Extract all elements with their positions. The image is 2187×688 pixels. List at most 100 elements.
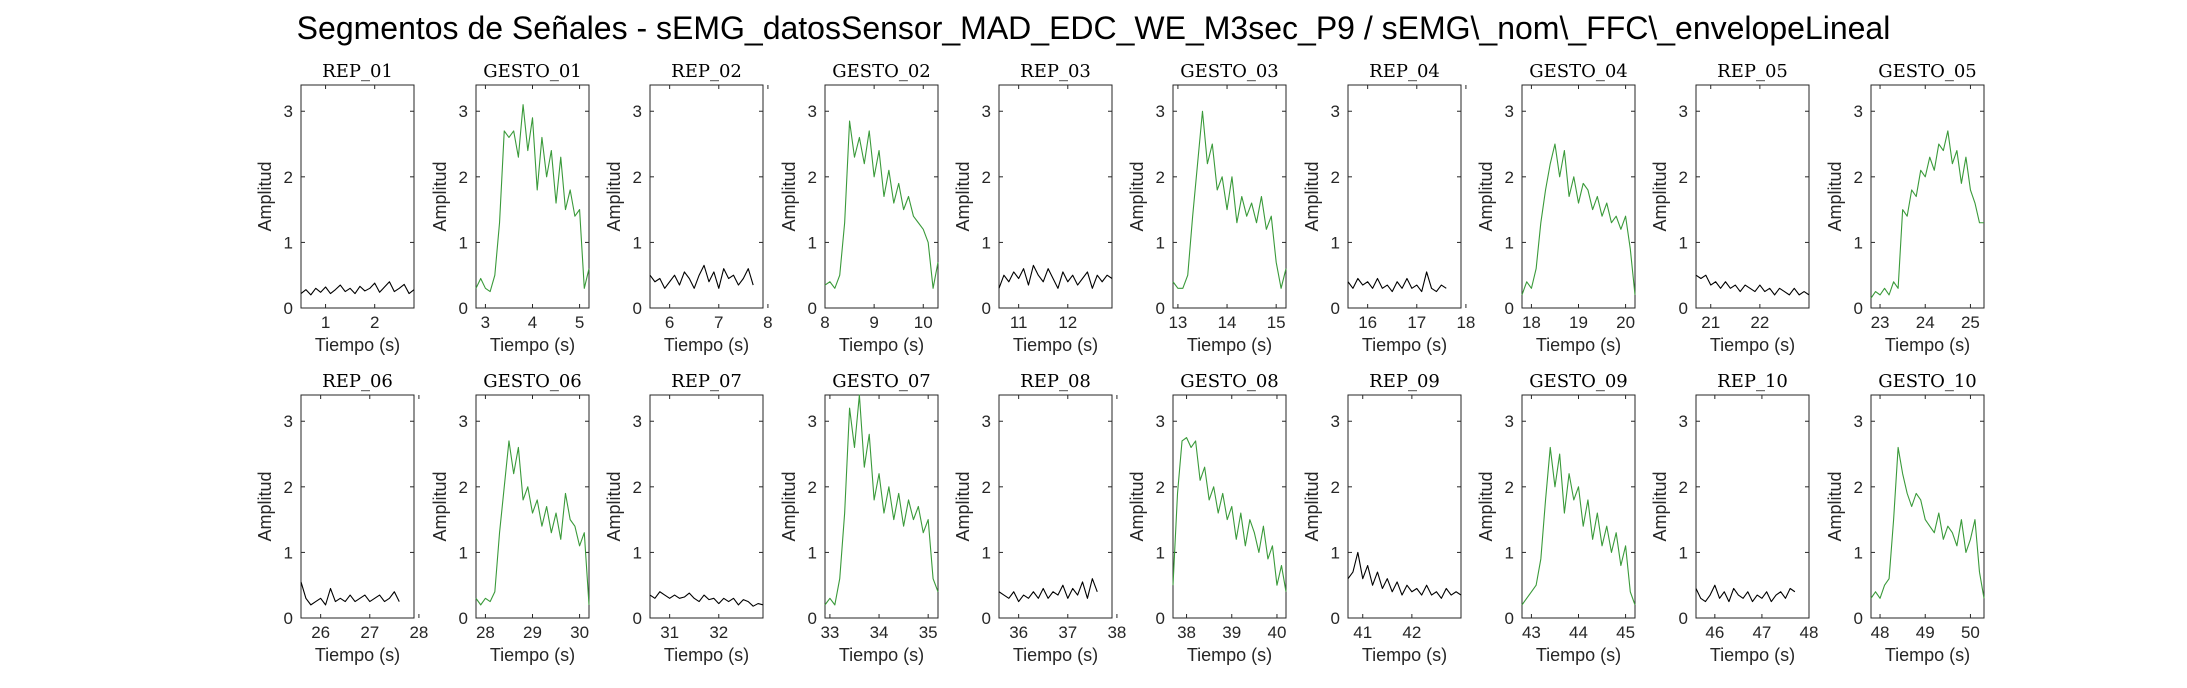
y-tick-label: 0 xyxy=(284,299,293,318)
subplot-title: REP_08 xyxy=(1020,371,1091,392)
x-tick-label: 46 xyxy=(1705,623,1724,642)
x-tick-label: 18 xyxy=(1456,313,1475,332)
y-tick-label: 1 xyxy=(1679,543,1688,562)
subplot-title: GESTO_04 xyxy=(1529,61,1628,82)
y-axis-label: Amplitud xyxy=(255,161,275,231)
subplot-title: REP_01 xyxy=(322,61,393,82)
y-tick-label: 0 xyxy=(633,609,642,628)
x-tick-label: 19 xyxy=(1569,313,1588,332)
y-tick-label: 1 xyxy=(982,233,991,252)
x-axis-label: Tiempo (s) xyxy=(1710,645,1795,665)
subplot-title: GESTO_02 xyxy=(832,61,931,82)
x-tick-label: 3 xyxy=(481,313,490,332)
x-axis-label: Tiempo (s) xyxy=(1013,645,1098,665)
x-tick-label: 37 xyxy=(1058,623,1077,642)
x-tick-label: 10 xyxy=(914,313,933,332)
subplot: 26 27 28 0 1 2 3 REP_06 Tiempo (s) Amplitud xyxy=(255,371,428,665)
subplot-title: GESTO_05 xyxy=(1878,61,1977,82)
y-axis-label: Amplitud xyxy=(1476,161,1496,231)
y-tick-label: 3 xyxy=(1156,412,1165,431)
subplot: 3 4 5 0 1 2 3 GESTO_01 Tiempo (s) Amplitud xyxy=(430,61,590,355)
x-axis-label: Tiempo (s) xyxy=(839,335,924,355)
subplot-title: REP_07 xyxy=(671,371,742,392)
x-axis-label: Tiempo (s) xyxy=(1187,335,1272,355)
x-tick-label: 28 xyxy=(476,623,495,642)
x-axis-label: Tiempo (s) xyxy=(839,645,924,665)
y-tick-label: 2 xyxy=(808,478,817,497)
y-axis-label: Amplitud xyxy=(1302,471,1322,541)
subplot-title: GESTO_03 xyxy=(1180,61,1279,82)
x-tick-label: 24 xyxy=(1916,313,1935,332)
y-tick-label: 2 xyxy=(1854,168,1863,187)
y-axis-label: Amplitud xyxy=(779,471,799,541)
y-axis-label: Amplitud xyxy=(1650,161,1670,231)
series-line xyxy=(1521,143,1636,296)
y-tick-label: 2 xyxy=(982,478,991,497)
y-axis-label: Amplitud xyxy=(430,161,450,231)
figure-title: Segmentos de Señales - sEMG_datosSensor_… xyxy=(296,10,1891,46)
series-line xyxy=(824,120,939,289)
x-tick-label: 40 xyxy=(1267,623,1286,642)
x-axis-label: Tiempo (s) xyxy=(664,645,749,665)
x-tick-label: 38 xyxy=(1107,623,1126,642)
y-axis-label: Amplitud xyxy=(1127,161,1147,231)
x-tick-label: 45 xyxy=(1616,623,1635,642)
y-tick-label: 2 xyxy=(633,478,642,497)
axes-box xyxy=(649,84,764,309)
x-axis-label: Tiempo (s) xyxy=(1885,335,1970,355)
series-line xyxy=(1870,446,1985,599)
x-tick-label: 1 xyxy=(321,313,330,332)
y-tick-label: 0 xyxy=(284,609,293,628)
subplot-title: REP_10 xyxy=(1717,371,1788,392)
subplot: 43 44 45 0 1 2 3 GESTO_09 Tiempo (s) Amplitud xyxy=(1476,371,1636,665)
subplot-title: REP_02 xyxy=(671,61,742,82)
subplot: 8 9 10 0 1 2 3 GESTO_02 Tiempo (s) Amplitud xyxy=(779,61,939,355)
x-tick-label: 28 xyxy=(409,623,428,642)
y-tick-label: 2 xyxy=(1156,478,1165,497)
y-tick-label: 2 xyxy=(1505,478,1514,497)
x-axis-label: Tiempo (s) xyxy=(1013,335,1098,355)
subplot-title: REP_09 xyxy=(1369,371,1440,392)
subplot: 41 42 0 1 2 3 REP_09 Tiempo (s) Amplitud xyxy=(1302,371,1462,665)
subplot: 46 47 48 0 1 2 3 REP_10 Tiempo (s) Amplitud xyxy=(1650,371,1818,665)
y-axis-label: Amplitud xyxy=(1650,471,1670,541)
series-line xyxy=(1521,446,1636,606)
y-tick-label: 3 xyxy=(808,412,817,431)
y-tick-label: 0 xyxy=(1505,609,1514,628)
y-tick-label: 1 xyxy=(1679,233,1688,252)
y-tick-label: 3 xyxy=(1505,102,1514,121)
series-line xyxy=(649,264,754,289)
y-tick-label: 1 xyxy=(808,233,817,252)
series-line xyxy=(300,581,400,606)
axes-box xyxy=(300,84,415,309)
y-axis-label: Amplitud xyxy=(779,161,799,231)
y-tick-label: 1 xyxy=(459,233,468,252)
series-line xyxy=(475,104,590,293)
y-tick-label: 3 xyxy=(1854,102,1863,121)
x-tick-label: 34 xyxy=(870,623,889,642)
y-tick-label: 2 xyxy=(982,168,991,187)
x-tick-label: 6 xyxy=(665,313,674,332)
axes-box xyxy=(1521,394,1636,619)
series-line xyxy=(1870,130,1984,299)
y-tick-label: 3 xyxy=(633,412,642,431)
x-axis-label: Tiempo (s) xyxy=(490,335,575,355)
subplot-title: REP_06 xyxy=(322,371,393,392)
y-axis-label: Amplitud xyxy=(1825,161,1845,231)
y-axis-label: Amplitud xyxy=(255,471,275,541)
y-axis-label: Amplitud xyxy=(953,161,973,231)
axes-box xyxy=(1172,394,1287,619)
subplot: 21 22 0 1 2 3 REP_05 Tiempo (s) Amplitud xyxy=(1650,61,1810,355)
x-tick-label: 35 xyxy=(919,623,938,642)
series-line xyxy=(1695,584,1796,603)
y-tick-label: 3 xyxy=(284,412,293,431)
axes-box xyxy=(475,394,590,619)
y-tick-label: 1 xyxy=(1854,233,1863,252)
axes-box xyxy=(998,394,1113,619)
y-axis-label: Amplitud xyxy=(430,471,450,541)
y-tick-label: 0 xyxy=(1679,299,1688,318)
y-tick-label: 3 xyxy=(1854,412,1863,431)
y-tick-label: 2 xyxy=(1679,478,1688,497)
y-axis-label: Amplitud xyxy=(604,471,624,541)
axes-box xyxy=(1870,394,1985,619)
